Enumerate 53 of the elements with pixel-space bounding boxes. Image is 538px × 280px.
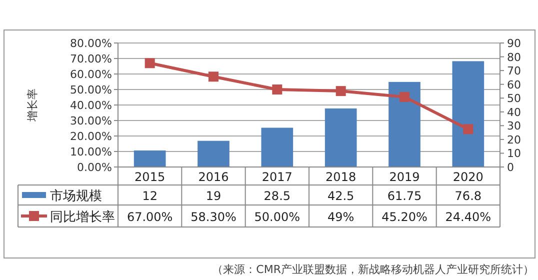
data-label: 61.75 [387, 189, 422, 203]
x-tick-label: 2015 [134, 170, 166, 184]
data-label: 12 [142, 189, 158, 203]
x-tick-label: 2016 [198, 170, 229, 184]
point [208, 72, 218, 82]
y2-tick-label: 40 [507, 106, 521, 119]
bar [388, 82, 420, 167]
bar [198, 140, 230, 167]
data-label: 50.00% [254, 210, 300, 224]
bar [261, 128, 294, 167]
data-label: 45.20% [382, 210, 428, 224]
y2-tick-label: 90 [507, 37, 521, 50]
y-axis-title: 增长率 [26, 88, 39, 122]
data-label: 58.30% [190, 210, 236, 224]
y2-tick-label: 20 [507, 133, 521, 146]
y2-tick-label: 70 [507, 64, 521, 78]
point [272, 84, 282, 94]
y-tick-label: 10.00% [70, 146, 112, 158]
data-label: 19 [206, 189, 222, 203]
x-tick-label: 2019 [389, 170, 420, 184]
y2-tick-label: 80 [507, 50, 521, 64]
y-tick-label: 0.00% [77, 161, 112, 174]
legend-label: 市场规模 [50, 189, 102, 204]
y2-tick-label: 50 [507, 92, 521, 106]
y-tick-label: 70.00% [70, 52, 112, 66]
y-tick-label: 30.00% [70, 114, 112, 128]
y-tick-label: 20.00% [70, 130, 112, 143]
y2-tick-label: 60 [507, 78, 521, 92]
bar [324, 108, 357, 167]
text: （来源：CMR产业联盟数据，新战略移动机器人产业研究所统计） [212, 263, 534, 276]
y-tick-label: 60.00% [70, 68, 112, 81]
y2-tick-label: 30 [507, 120, 521, 133]
data-label: 67.00% [126, 210, 173, 224]
y-tick-label: 50.00% [70, 84, 112, 96]
data-label: 76.8 [454, 189, 482, 203]
point [144, 58, 155, 68]
bar [452, 61, 484, 167]
bar [134, 150, 166, 167]
data-label: 24.40% [445, 210, 492, 224]
y2-tick-label: 10 [507, 147, 521, 160]
x-tick-label: 2018 [326, 170, 356, 184]
point [463, 124, 474, 134]
legend-label: 同比增长率 [50, 209, 115, 225]
data-label: 42.5 [327, 189, 354, 203]
x-tick-label: 2017 [262, 170, 292, 184]
y-tick-label: 40.00% [70, 99, 112, 112]
data-label: 28.5 [264, 189, 291, 203]
y-tick-label: 80.00% [70, 37, 112, 50]
point [336, 86, 346, 96]
y2-tick-label: 0 [507, 161, 514, 174]
data-label: 49% [327, 210, 354, 224]
x-tick-label: 2020 [452, 170, 484, 184]
point [400, 92, 410, 102]
